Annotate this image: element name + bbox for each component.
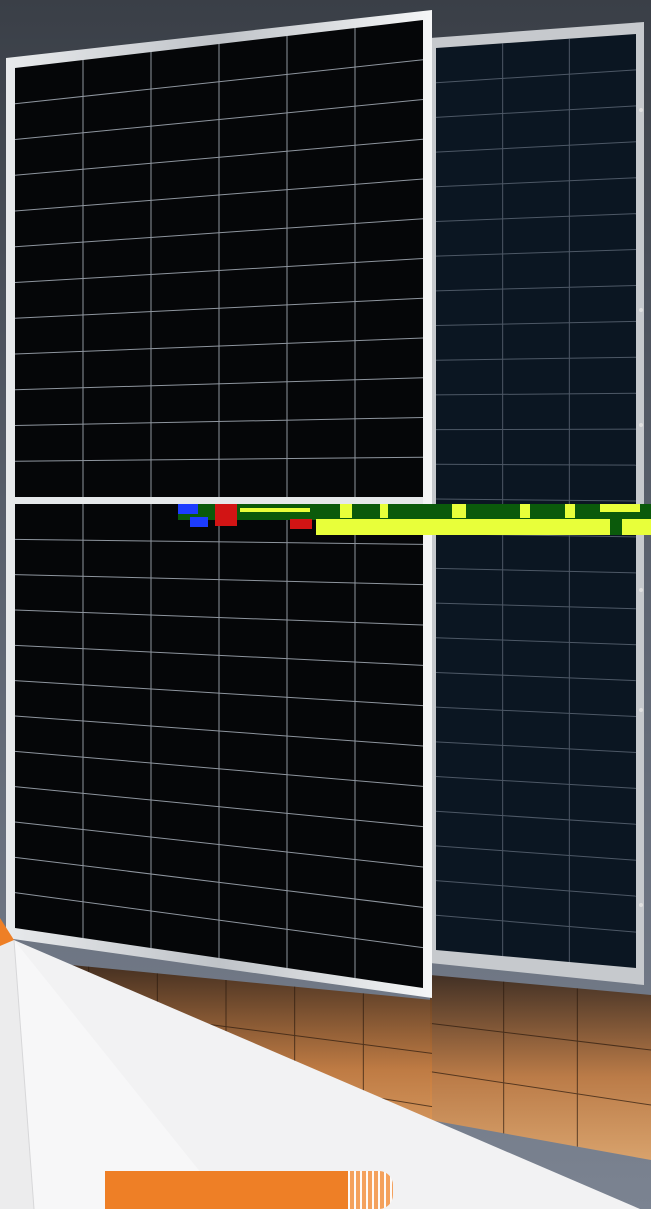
front-grid-top-row	[14, 297, 424, 319]
front-grid-bottom-row	[14, 680, 424, 707]
back-panel-grid	[435, 38, 637, 962]
front-grid-top-row	[14, 456, 424, 462]
front-grid-bottom-row	[14, 786, 424, 828]
front-grid-top-row	[14, 258, 424, 283]
front-grid-top-row	[14, 59, 424, 105]
back-grid-row	[435, 177, 637, 188]
back-grid-row	[435, 463, 637, 466]
front-grid-bottom-row	[14, 856, 424, 908]
front-grid-bottom-row	[14, 644, 424, 666]
front-grid-top-row	[14, 99, 424, 140]
back-grid-row	[435, 320, 637, 327]
white-panel-light	[14, 940, 230, 1209]
back-grid-row	[435, 567, 637, 574]
orange-banner-fill	[105, 1171, 348, 1209]
white-overlay-shapes	[0, 918, 640, 1209]
orange-banner	[105, 1171, 393, 1209]
front-grid-bottom-row	[14, 715, 424, 747]
back-solar-panel	[429, 22, 651, 1160]
back-grid-row	[435, 284, 637, 292]
back-grid-row	[435, 880, 637, 897]
back-refl-grid-row	[429, 1022, 651, 1051]
front-grid-top-row	[14, 417, 424, 426]
front-grid-bottom-row	[14, 821, 424, 868]
back-grid-row	[435, 845, 637, 861]
back-grid-row	[435, 69, 637, 84]
back-grid-row	[435, 105, 637, 118]
back-panel-bolts	[639, 108, 643, 907]
front-grid-top-row	[14, 337, 424, 355]
back-grid-row	[435, 249, 637, 257]
back-grid-row	[435, 671, 637, 682]
back-grid-row	[435, 392, 637, 396]
front-grid-bottom-row	[14, 609, 424, 626]
back-grid-row	[435, 637, 637, 646]
front-grid-top-row	[14, 138, 424, 176]
back-refl-grid-row	[429, 1071, 651, 1106]
front-grid-bottom-row	[14, 538, 424, 545]
back-panel-reflection	[430, 975, 651, 1160]
front-panel-grid	[14, 28, 424, 978]
back-grid-row	[435, 914, 637, 933]
front-grid-bottom-row	[14, 750, 424, 787]
glitch-artifact	[178, 504, 651, 535]
back-grid-row	[435, 776, 637, 789]
orange-banner-ribs-icon	[348, 1171, 393, 1209]
front-grid-top-row	[14, 178, 424, 212]
back-grid-row	[435, 498, 637, 502]
front-grid-top-row	[14, 218, 424, 248]
front-panel-center-bar	[15, 497, 423, 504]
back-panel-cells	[436, 34, 636, 968]
back-grid-row	[435, 810, 637, 825]
back-grid-row	[435, 741, 637, 753]
front-grid-bottom-row	[14, 892, 424, 949]
back-grid-row	[435, 141, 637, 153]
white-panel-left	[0, 940, 34, 1209]
front-grid-bottom-row	[14, 574, 424, 586]
back-grid-row	[435, 356, 637, 361]
back-grid-row	[435, 602, 637, 610]
back-grid-row	[435, 213, 637, 222]
back-grid-row	[435, 706, 637, 718]
white-panel-shadow-line	[13, 939, 35, 1209]
orange-corner	[0, 918, 14, 946]
front-grid-top-row	[14, 377, 424, 391]
